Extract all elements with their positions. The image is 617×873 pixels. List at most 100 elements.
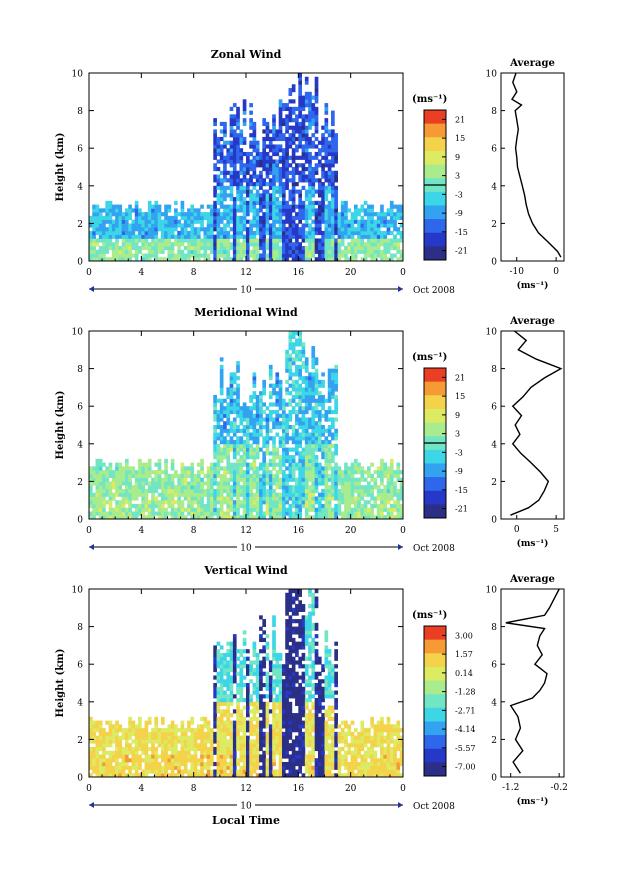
heatmap-cell — [353, 511, 358, 516]
heatmap-cell — [314, 189, 319, 194]
heatmap-cell — [180, 728, 185, 733]
heatmap-cell — [111, 507, 116, 512]
heatmap-cell — [131, 746, 136, 752]
heatmap-cell — [350, 227, 355, 232]
heatmap-cell — [324, 159, 329, 164]
heatmap-cell — [180, 200, 185, 205]
heatmap-cell — [314, 121, 319, 127]
heatmap-cell — [288, 163, 293, 168]
average-frame — [500, 72, 565, 262]
heatmap-cell — [281, 204, 286, 209]
heatmap-cell — [200, 245, 204, 251]
heatmap-cell — [193, 750, 198, 755]
heatmap-cell — [180, 257, 185, 262]
heatmap-cell — [111, 481, 116, 486]
heatmap-cell — [108, 215, 113, 221]
heatmap-cell — [108, 515, 113, 520]
heatmap-cell — [111, 249, 116, 254]
heatmap-cell — [301, 466, 306, 471]
heatmap-cell — [324, 106, 329, 111]
heatmap-cell — [232, 118, 237, 123]
heatmap-cell — [98, 720, 103, 725]
heatmap-cell — [308, 451, 312, 456]
heatmap-cell — [223, 144, 227, 149]
heatmap-cell — [331, 197, 335, 202]
heatmap-cell — [317, 515, 322, 520]
heatmap-cell — [278, 125, 283, 130]
heatmap-cell — [373, 245, 378, 251]
heatmap-cell — [268, 197, 273, 202]
heatmap-cell — [219, 503, 224, 509]
heatmap-cell — [281, 159, 286, 164]
heatmap-cell — [311, 204, 316, 209]
heatmap-cell — [275, 447, 280, 452]
heatmap-cell — [226, 705, 231, 710]
heatmap-cell — [144, 724, 149, 729]
colorbar-segment — [424, 443, 446, 451]
heatmap-cell — [200, 731, 204, 737]
heatmap-cell — [347, 249, 352, 254]
heatmap-cell — [131, 234, 136, 239]
heatmap-cell — [124, 507, 129, 512]
heatmap-cell — [265, 500, 270, 505]
heatmap-cell — [229, 690, 234, 695]
heatmap-cell — [275, 234, 280, 239]
heatmap-cell — [236, 144, 240, 149]
heatmap-cell — [124, 249, 129, 254]
heatmap-cell — [298, 368, 302, 373]
heatmap-cell — [246, 208, 250, 213]
heatmap-cell — [187, 496, 191, 501]
heatmap-cell — [232, 447, 237, 452]
heatmap-cell — [121, 488, 126, 494]
heatmap-cell — [308, 421, 312, 426]
heatmap-cell — [246, 409, 250, 415]
heatmap-cell — [357, 515, 361, 520]
heatmap-cell — [327, 170, 332, 175]
heatmap-cell — [262, 253, 267, 258]
heatmap-cell — [138, 720, 142, 725]
heatmap-cell — [206, 765, 211, 770]
heatmap-cell — [291, 361, 296, 366]
heatmap-cell — [242, 488, 247, 494]
heatmap-cell — [108, 219, 113, 224]
heatmap-cell — [301, 103, 306, 108]
heatmap-cell — [304, 103, 309, 108]
heatmap-cell — [255, 212, 260, 217]
heatmap-cell — [89, 488, 93, 494]
heatmap-cell — [180, 223, 185, 228]
heatmap-cell — [134, 470, 139, 475]
heatmap-cell — [304, 357, 309, 362]
heatmap-cell — [344, 257, 348, 262]
heatmap-cell — [118, 230, 123, 236]
heatmap-cell — [317, 413, 322, 418]
heatmap-cell — [128, 746, 132, 752]
heatmap-cell — [154, 462, 159, 467]
heatmap-cell — [275, 212, 280, 217]
heatmap-cell — [249, 409, 253, 415]
heatmap-cell — [236, 709, 240, 714]
heatmap-cell — [154, 754, 159, 759]
heatmap-cell — [396, 212, 401, 217]
heatmap-cell — [180, 515, 185, 520]
heatmap-cell — [308, 383, 312, 388]
heatmap-cell — [210, 728, 214, 733]
heatmap-cell — [334, 148, 338, 153]
heatmap-cell — [275, 421, 280, 426]
heatmap-cell — [170, 515, 175, 520]
heatmap-cell — [216, 148, 221, 153]
heatmap-cell — [115, 466, 119, 471]
heatmap-cell — [259, 398, 263, 403]
heatmap-cell — [213, 121, 217, 127]
heatmap-cell — [213, 664, 217, 669]
heatmap-cell — [164, 507, 168, 512]
heatmap-cell — [334, 503, 338, 509]
heatmap-cell — [268, 140, 273, 145]
heatmap-cell — [308, 178, 312, 183]
heatmap-cell — [187, 750, 191, 755]
heatmap-cell — [324, 470, 329, 475]
heatmap-cell — [147, 227, 152, 232]
heatmap-cell — [151, 750, 155, 755]
heatmap-cell — [174, 492, 178, 497]
heatmap-cell — [223, 488, 227, 494]
heatmap-cell — [255, 178, 260, 183]
